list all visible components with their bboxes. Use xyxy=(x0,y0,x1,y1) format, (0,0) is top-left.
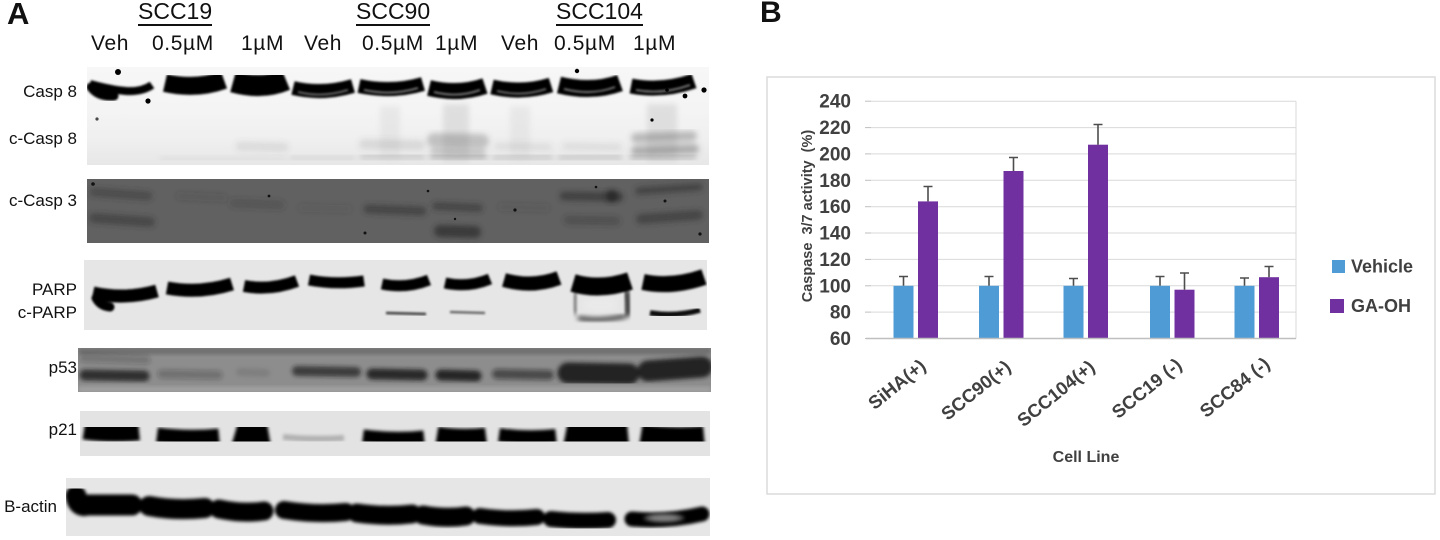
svg-text:Caspase 3/7 activity (%): Caspase 3/7 activity (%) xyxy=(800,130,816,303)
svg-text:120: 120 xyxy=(819,250,851,271)
svg-text:60: 60 xyxy=(830,329,851,350)
svg-text:180: 180 xyxy=(819,171,851,192)
svg-text:220: 220 xyxy=(819,118,851,139)
svg-text:80: 80 xyxy=(830,303,851,324)
svg-text:Vehicle: Vehicle xyxy=(1351,257,1413,277)
svg-text:200: 200 xyxy=(819,144,851,165)
svg-text:140: 140 xyxy=(819,224,851,245)
svg-text:GA-OH: GA-OH xyxy=(1351,296,1411,316)
svg-text:Cell Line: Cell Line xyxy=(1053,449,1120,466)
svg-text:100: 100 xyxy=(819,276,851,297)
svg-text:160: 160 xyxy=(819,197,851,218)
svg-text:240: 240 xyxy=(819,92,851,113)
